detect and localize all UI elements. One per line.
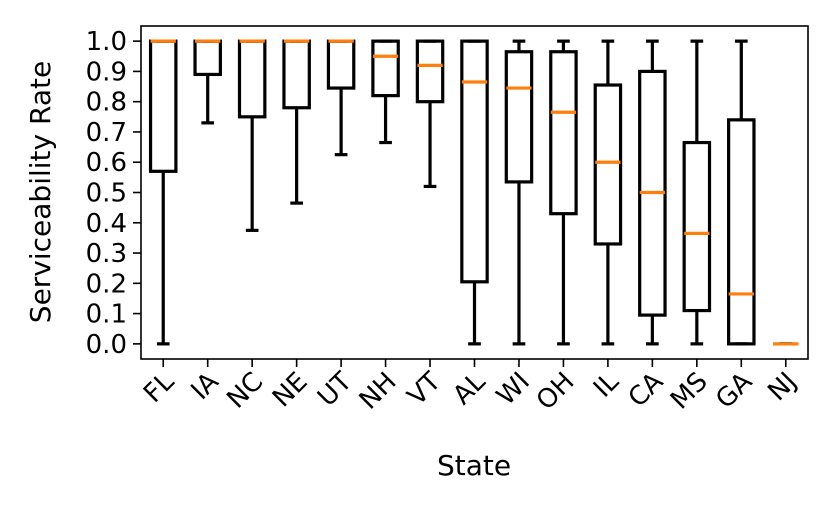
y-tick-label: 0.2 <box>86 269 127 299</box>
box-ca <box>638 39 667 346</box>
iqr-box <box>193 39 222 77</box>
x-tick-label: NH <box>354 367 403 416</box>
x-tick-label: NC <box>221 367 269 415</box>
x-tick-label: WI <box>491 367 536 412</box>
x-tick-label: OH <box>531 367 581 417</box>
y-tick-label: 1.0 <box>86 27 127 57</box>
x-tick-label: CA <box>623 367 670 414</box>
y-tick-label: 0.0 <box>86 330 127 360</box>
box-oh <box>549 39 578 346</box>
box-ut <box>326 39 356 157</box>
y-tick-label: 0.4 <box>86 209 127 239</box>
y-tick-label: 0.1 <box>86 300 127 330</box>
box-ms <box>682 39 712 346</box>
x-tick-label: AL <box>447 366 491 410</box>
iqr-box <box>682 140 712 313</box>
y-tick-label: 0.7 <box>86 118 127 148</box>
iqr-box <box>727 118 756 346</box>
box-al <box>460 39 489 346</box>
y-tick-label: 0.6 <box>86 148 127 178</box>
box-ga <box>727 39 756 346</box>
box-nh <box>371 39 400 145</box>
y-axis-label: Serviceability Rate <box>24 61 57 323</box>
x-tick-label: FL <box>138 366 180 408</box>
iqr-box <box>237 39 267 119</box>
iqr-box <box>415 39 445 104</box>
box-ne <box>282 39 311 205</box>
x-axis-label: State <box>437 449 511 482</box>
x-tick-label: UT <box>312 367 358 413</box>
y-tick-label: 0.9 <box>86 57 127 87</box>
iqr-box <box>549 50 578 216</box>
y-axis: 0.00.10.20.30.40.50.60.70.80.91.0 <box>86 27 141 360</box>
x-tick-label: NE <box>267 367 314 414</box>
box-ia <box>193 39 222 125</box>
x-tick-label: IL <box>588 366 625 403</box>
plot-marks <box>148 39 799 346</box>
iqr-box <box>371 39 400 98</box>
box-nc <box>237 39 267 232</box>
x-tick-label: GA <box>710 367 758 415</box>
x-tick-label: MS <box>665 367 714 416</box>
y-tick-label: 0.3 <box>86 239 127 269</box>
box-vt <box>415 39 445 189</box>
iqr-box <box>148 39 178 173</box>
box-wi <box>504 39 534 346</box>
y-tick-label: 0.8 <box>86 88 127 118</box>
box-il <box>593 39 623 346</box>
box-fl <box>148 39 178 346</box>
iqr-box <box>460 39 489 284</box>
y-tick-label: 0.5 <box>86 179 127 209</box>
iqr-box <box>282 39 311 110</box>
x-tick-label: VT <box>402 367 447 412</box>
iqr-box <box>593 83 623 246</box>
iqr-box <box>326 39 356 90</box>
x-tick-label: IA <box>185 367 224 406</box>
iqr-box <box>504 50 534 184</box>
x-tick-label: NJ <box>762 367 802 407</box>
